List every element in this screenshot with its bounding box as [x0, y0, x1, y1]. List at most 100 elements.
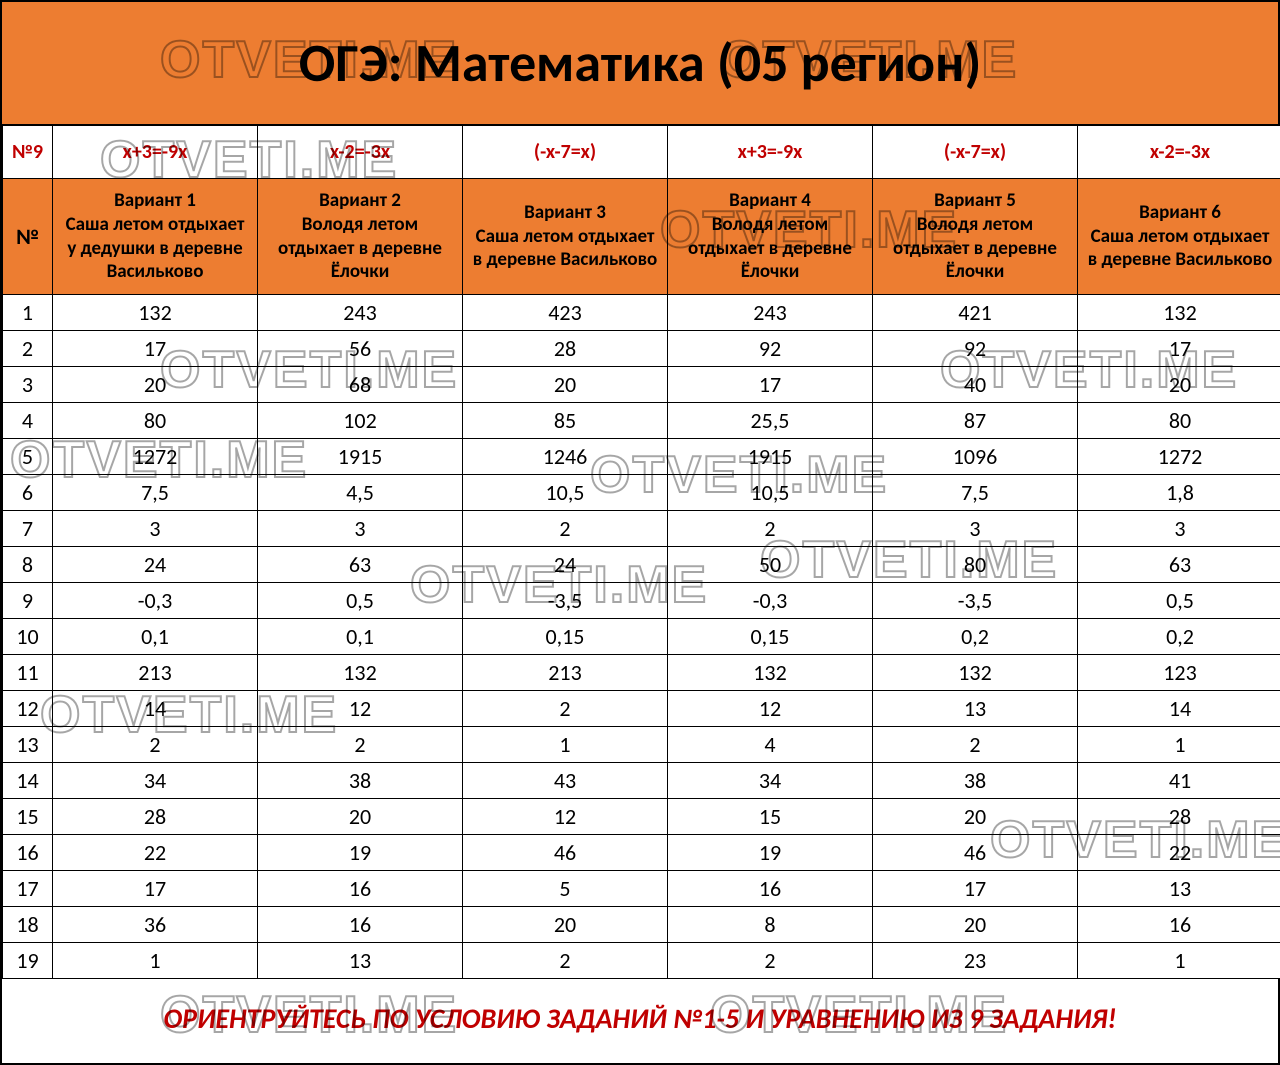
table-row: 15282012152028 — [3, 799, 1280, 835]
table-cell: 20 — [873, 799, 1078, 835]
row-number: 16 — [3, 835, 53, 871]
table-row: 13221421 — [3, 727, 1280, 763]
row-number: 2 — [3, 331, 53, 367]
table-cell: 15 — [668, 799, 873, 835]
table-body: 1132243423243421132217562892921732068201… — [3, 295, 1280, 979]
row-number: 19 — [3, 943, 53, 979]
table-cell: 24 — [463, 547, 668, 583]
table-cell: 0,15 — [463, 619, 668, 655]
equation-6: x-2=-3x — [1078, 126, 1280, 179]
variant-header-2: Вариант 2Володя летом отдыхает в деревне… — [258, 179, 463, 295]
table-cell: 80 — [1078, 403, 1280, 439]
row-number: 14 — [3, 763, 53, 799]
table-cell: 2 — [668, 943, 873, 979]
table-row: 8246324508063 — [3, 547, 1280, 583]
table-cell: 243 — [258, 295, 463, 331]
table-cell: 7,5 — [873, 475, 1078, 511]
table-cell: 0,15 — [668, 619, 873, 655]
table-cell: 17 — [873, 871, 1078, 907]
table-cell: 28 — [1078, 799, 1280, 835]
page-container: ОГЭ: Математика (05 регион) №9 x+3=-9x x… — [0, 0, 1280, 1065]
table-row: 1717165161713 — [3, 871, 1280, 907]
answers-table: №9 x+3=-9x x-2=-3x (-x-7=x) x+3=-9x (-x-… — [2, 125, 1280, 979]
table-cell: 2 — [463, 511, 668, 547]
table-cell: 16 — [668, 871, 873, 907]
table-cell: 132 — [53, 295, 258, 331]
table-cell: 1 — [1078, 727, 1280, 763]
table-cell: 23 — [873, 943, 1078, 979]
row-number: 15 — [3, 799, 53, 835]
table-cell: 20 — [1078, 367, 1280, 403]
table-cell: 3 — [258, 511, 463, 547]
table-cell: 14 — [53, 691, 258, 727]
table-cell: 3 — [1078, 511, 1280, 547]
table-cell: 40 — [873, 367, 1078, 403]
table-cell: 243 — [668, 295, 873, 331]
table-cell: 24 — [53, 547, 258, 583]
table-cell: 17 — [1078, 331, 1280, 367]
table-cell: 56 — [258, 331, 463, 367]
table-cell: 87 — [873, 403, 1078, 439]
variant-header-1: Вариант 1Саша летом отдыхает у дедушки в… — [53, 179, 258, 295]
table-cell: 123 — [1078, 655, 1280, 691]
equation-1: x+3=-9x — [53, 126, 258, 179]
row-number: 11 — [3, 655, 53, 691]
table-cell: 2 — [668, 511, 873, 547]
row-number: 5 — [3, 439, 53, 475]
table-row: 1911322231 — [3, 943, 1280, 979]
table-cell: 4,5 — [258, 475, 463, 511]
table-cell: -3,5 — [873, 583, 1078, 619]
table-cell: 2 — [53, 727, 258, 763]
table-row: 1132243423243421132 — [3, 295, 1280, 331]
table-cell: 41 — [1078, 763, 1280, 799]
table-cell: 46 — [463, 835, 668, 871]
table-cell: 10,5 — [463, 475, 668, 511]
table-cell: 1272 — [1078, 439, 1280, 475]
table-cell: 2 — [873, 727, 1078, 763]
table-row: 14343843343841 — [3, 763, 1280, 799]
row-number: 17 — [3, 871, 53, 907]
table-cell: 16 — [258, 907, 463, 943]
table-cell: 10,5 — [668, 475, 873, 511]
table-cell: 0,1 — [53, 619, 258, 655]
table-cell: 0,2 — [873, 619, 1078, 655]
equation-5: (-x-7=x) — [873, 126, 1078, 179]
row-number: 8 — [3, 547, 53, 583]
table-cell: 68 — [258, 367, 463, 403]
table-row: 16221946194622 — [3, 835, 1280, 871]
table-cell: 16 — [258, 871, 463, 907]
table-cell: 7,5 — [53, 475, 258, 511]
table-cell: 4 — [668, 727, 873, 763]
table-cell: 20 — [53, 367, 258, 403]
table-cell: 102 — [258, 403, 463, 439]
row-number: 3 — [3, 367, 53, 403]
row-number: 4 — [3, 403, 53, 439]
table-cell: 20 — [873, 907, 1078, 943]
table-cell: -0,3 — [53, 583, 258, 619]
table-cell: 92 — [668, 331, 873, 367]
table-cell: 213 — [463, 655, 668, 691]
row-number: 10 — [3, 619, 53, 655]
row9-label: №9 — [3, 126, 53, 179]
table-cell: 38 — [873, 763, 1078, 799]
table-cell: 34 — [668, 763, 873, 799]
table-cell: 20 — [463, 367, 668, 403]
table-cell: 17 — [53, 331, 258, 367]
table-cell: 12 — [668, 691, 873, 727]
equation-4: x+3=-9x — [668, 126, 873, 179]
table-cell: 132 — [258, 655, 463, 691]
table-cell: 20 — [463, 907, 668, 943]
table-row: 67,54,510,510,57,51,8 — [3, 475, 1280, 511]
table-cell: 38 — [258, 763, 463, 799]
variant-header-3: Вариант 3Саша летом отдыхает в деревне В… — [463, 179, 668, 295]
table-cell: 2 — [463, 691, 668, 727]
table-row: 4801028525,58780 — [3, 403, 1280, 439]
table-cell: 213 — [53, 655, 258, 691]
table-cell: 2 — [463, 943, 668, 979]
table-cell: 3 — [53, 511, 258, 547]
table-cell: 8 — [668, 907, 873, 943]
table-cell: 132 — [668, 655, 873, 691]
table-row: 1214122121314 — [3, 691, 1280, 727]
table-cell: 12 — [258, 691, 463, 727]
table-row: 11213132213132132123 — [3, 655, 1280, 691]
